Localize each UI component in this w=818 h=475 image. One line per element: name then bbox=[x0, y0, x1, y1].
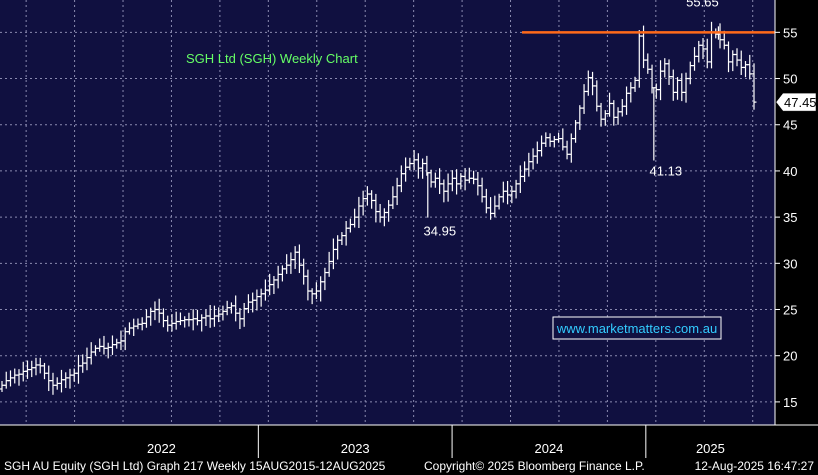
footer-security-info: SGH AU Equity (SGH Ltd) Graph 217 Weekly… bbox=[4, 459, 386, 473]
ohlc-bar bbox=[751, 63, 757, 110]
footer-timestamp: 12-Aug-2025 16:47:27 bbox=[695, 459, 815, 473]
y-tick-label: 50 bbox=[783, 72, 797, 87]
annotation-high: 55.65 bbox=[686, 0, 719, 9]
y-tick-label: 35 bbox=[783, 210, 797, 225]
y-tick-label: 45 bbox=[783, 118, 797, 133]
y-tick-label: 20 bbox=[783, 349, 797, 364]
y-tick-label: 40 bbox=[783, 164, 797, 179]
chart-title: SGH Ltd (SGH) Weekly Chart bbox=[186, 51, 358, 66]
y-axis-ticks: 15 20 25 30 35 40 45 50 55 bbox=[775, 25, 797, 410]
x-tick-label: 2024 bbox=[534, 441, 563, 456]
x-tick-label: 2022 bbox=[147, 441, 176, 456]
grid bbox=[0, 0, 775, 425]
annotation-low-2025: 41.13 bbox=[650, 163, 683, 178]
watermark-url: www.marketmatters.com.au bbox=[556, 321, 717, 336]
y-tick-label: 25 bbox=[783, 303, 797, 318]
x-axis-ticks: 2022 2023 2024 2025 bbox=[147, 425, 725, 458]
last-price-badge: 47.45 bbox=[775, 92, 817, 112]
y-tick-label: 15 bbox=[783, 395, 797, 410]
ohlc-bars bbox=[0, 21, 757, 395]
watermark-box: www.marketmatters.com.au bbox=[552, 316, 722, 340]
last-price-label: 47.45 bbox=[784, 95, 817, 110]
x-tick-label: 2023 bbox=[341, 441, 370, 456]
y-tick-label: 30 bbox=[783, 256, 797, 271]
x-axis-band bbox=[0, 425, 775, 458]
y-tick-label: 55 bbox=[783, 25, 797, 40]
annotation-low-2023: 34.95 bbox=[424, 224, 457, 239]
x-tick-label: 2025 bbox=[696, 441, 725, 456]
footer-copyright: Copyright© 2025 Bloomberg Finance L.P. bbox=[424, 459, 645, 473]
